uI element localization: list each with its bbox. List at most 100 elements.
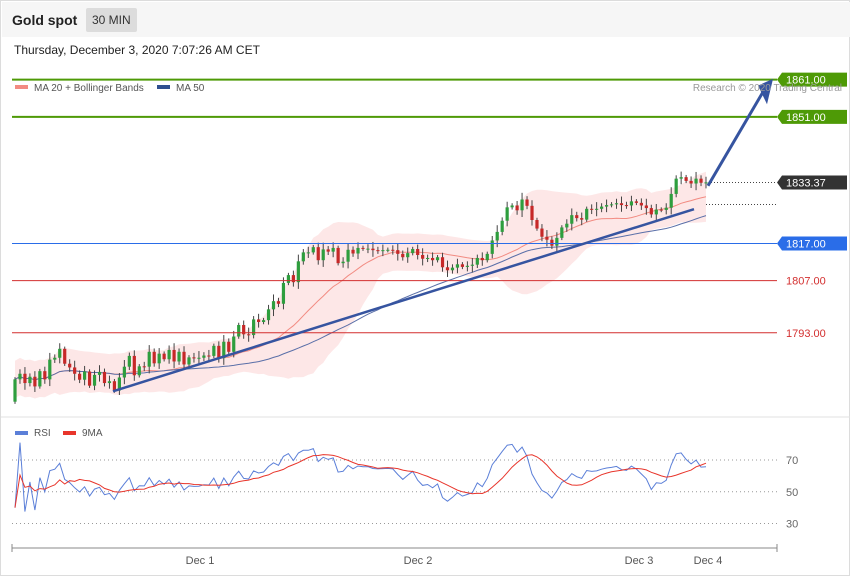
candle-body [53,357,57,360]
candle-body [73,367,77,374]
candle-body [490,240,494,254]
level-label-1807.00: 1807.00 [786,276,826,288]
widget-header: Gold spot 30 MIN [2,2,850,37]
level-label-1793.00: 1793.00 [786,328,826,340]
candle-body [281,282,286,304]
rsi-9ma-line [14,454,707,508]
candle-body [306,252,310,254]
candle-body [147,351,151,367]
x-tick-label: Dec 2 [404,555,433,567]
candle-body [381,250,385,252]
candle-body [450,267,455,271]
candle-body [122,366,126,378]
candle-body [669,193,673,208]
candle-body [271,301,276,310]
candle-body [192,357,196,359]
candle-body [480,257,484,261]
candle-body [674,178,678,194]
candle-body [440,257,445,268]
candle-body [684,177,688,181]
legend-swatch-9ma [63,431,76,435]
candle-body [232,336,236,352]
candle-body [545,236,549,240]
candle-body [87,371,92,386]
candle-body [689,180,693,184]
candle-body [182,351,186,365]
candle-body [590,208,594,210]
candle-body [276,301,281,304]
candle-body [212,345,216,356]
candle-body [167,349,171,360]
legend-label-ma20: MA 20 + Bollinger Bands [34,83,144,94]
candle-body [426,257,430,259]
candle-body [341,261,345,264]
level-tag-1817.00 [777,236,847,251]
candle-body [82,371,87,380]
candle-body [460,264,465,267]
candle-body [540,228,544,237]
candle-body [550,239,554,246]
x-tick-label: Dec 3 [625,555,654,567]
bollinger-band [15,171,706,399]
candle-body [97,371,102,375]
candle-body [296,261,300,283]
candle-body [406,253,410,258]
legend-label-9ma: 9MA [82,428,103,439]
legend-swatch-ma50 [157,85,170,89]
candle-body [326,249,330,252]
candle-body [699,178,703,183]
candle-body [112,381,117,391]
candle-body [286,275,291,283]
candle-body [604,205,609,207]
candle-body [396,250,400,254]
candle-body [48,359,52,380]
candle-body [13,379,17,402]
candle-body [92,374,97,386]
candle-body [664,207,668,210]
candle-body [609,204,614,206]
candle-body [485,253,489,261]
candle-body [107,381,112,384]
candle-body [202,355,206,358]
candle-body [386,249,390,251]
candle-body [510,205,514,208]
x-tick-label: Dec 4 [694,555,723,567]
candle-body [291,275,295,283]
candle-body [157,353,161,364]
timestamp: Thursday, December 3, 2020 7:07:26 AM CE… [14,43,260,57]
legend-swatch-rsi [15,431,28,435]
timeframe-badge[interactable]: 30 MIN [86,8,137,32]
candle-body [679,177,683,179]
candle-body [470,264,474,266]
candle-body [197,357,201,359]
level-label-1833.37: 1833.37 [786,177,826,189]
candle-body [475,257,479,265]
candle-body [316,247,320,261]
forecast-arrowhead [758,78,773,105]
candle-body [152,351,156,364]
candle-body [500,220,504,232]
candle-body [525,199,529,206]
forecast-arrow [706,87,767,187]
candle-body [530,205,534,220]
candle-body [435,257,440,261]
candle-body [242,324,246,335]
candle-body [580,218,584,220]
candle-body [256,319,261,323]
candle-body [535,219,539,229]
candle-body [614,203,619,205]
candle-body [28,376,32,384]
candle-body [624,205,629,207]
candle-body [351,249,355,254]
candle-body [694,178,698,184]
legend-label-ma50: MA 50 [176,83,205,94]
candle-body [505,207,509,221]
candle-body [639,202,643,206]
candle-body [595,208,599,210]
candle-body [227,341,231,352]
candle-body [38,371,42,387]
candle-body [102,371,107,384]
candle-body [654,209,658,215]
